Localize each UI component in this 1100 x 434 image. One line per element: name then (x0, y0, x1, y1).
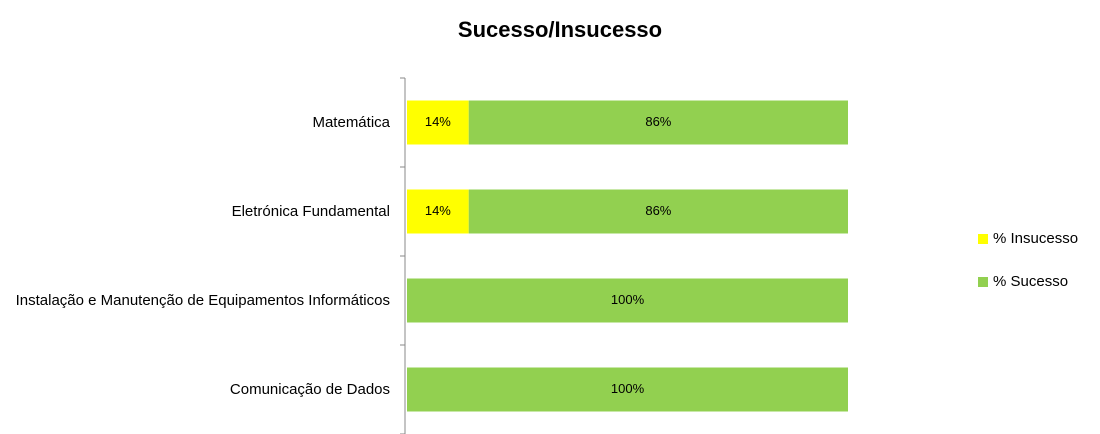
y-tick-label: Comunicação de Dados (229, 380, 390, 398)
legend-label: % Insucesso (993, 230, 1078, 247)
bar-segment (407, 189, 469, 234)
data-label: 100% (611, 381, 645, 396)
bar-segment (407, 367, 848, 412)
y-tick-label: Instalação e Manutenção de Equipamentos … (15, 291, 390, 309)
data-label: 14% (425, 203, 451, 218)
data-label: 14% (425, 114, 451, 129)
bar-segment (407, 278, 848, 323)
legend-swatch (978, 234, 988, 244)
bar-segment (468, 189, 848, 234)
chart-title: Sucesso/Insucesso (458, 17, 662, 42)
data-label: 86% (645, 114, 671, 129)
bar-segment (468, 100, 848, 145)
bar-segment (407, 100, 469, 145)
data-label: 100% (611, 292, 645, 307)
data-label: 86% (645, 203, 671, 218)
legend-label: % Sucesso (993, 273, 1068, 290)
y-tick-label: Eletrónica Fundamental (231, 202, 390, 220)
legend-swatch (978, 277, 988, 287)
y-tick-label: Matemática (312, 113, 390, 131)
